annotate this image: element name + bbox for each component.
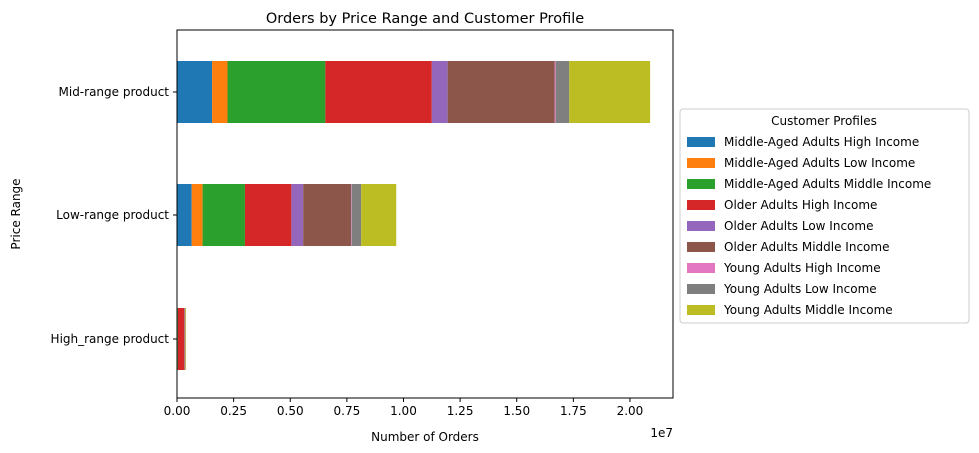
legend-frame [679,108,970,324]
legend-label: Young Adults Middle Income [723,303,893,317]
x-axis: 0.00 0.25 0.50 0.75 1.00 1.25 1.50 1.75 2.00 [164,398,644,418]
legend-swatch [687,179,715,189]
bars-layer [177,61,651,370]
legend-swatch [687,137,715,147]
x-axis-label: Number of Orders [371,430,479,444]
legend-label: Older Adults Low Income [724,219,873,233]
x-tick-label: 1.75 [560,404,587,418]
legend-swatch [687,200,715,210]
bar-segment [177,61,213,123]
legend-swatch [687,305,715,315]
x-tick-label: 1.25 [447,404,474,418]
plot-frame [176,29,674,399]
legend-label: Middle-Aged Adults Low Income [724,156,915,170]
y-tick-label: Mid-range product [59,85,170,99]
legend-title: Customer Profiles [771,114,877,128]
legend-label: Middle-Aged Adults High Income [724,135,919,149]
x-tick-label: 0.00 [164,404,191,418]
bar-segment [569,61,651,123]
bar-segment [303,184,352,246]
bar-segment [212,61,228,123]
bar-segment [361,184,397,246]
x-tick-label: 0.25 [220,404,247,418]
legend-swatch [687,242,715,252]
y-tick-label: Low-range product [56,208,169,222]
bar-segment [244,184,292,246]
bar-segment [351,184,362,246]
legend-label: Older Adults Middle Income [724,240,889,254]
y-axis: Mid-range product Low-range product High_r… [51,85,177,346]
bar-segment [227,61,326,123]
legend-label: Older Adults High Income [724,198,877,212]
y-tick-label: High_range product [51,332,170,346]
legend-items: Middle-Aged Adults High Income Middle-Age… [687,135,931,317]
bar-segment [191,184,203,246]
x-axis-offset-label: 1e7 [650,426,673,440]
bar-segment [325,61,432,123]
bar-segment [185,308,187,370]
chart-title: Orders by Price Range and Customer Profi… [266,11,584,27]
legend-label: Young Adults Low Income [723,282,877,296]
bar-segment [177,308,185,370]
x-tick-label: 0.50 [277,404,304,418]
x-tick-label: 1.50 [503,404,530,418]
bar-segment [177,184,192,246]
legend-label: Middle-Aged Adults Middle Income [724,177,931,191]
bar-segment [291,184,304,246]
bar-segment [202,184,245,246]
legend: Customer Profiles Middle-Aged Adults Hig… [679,108,970,324]
legend-swatch [687,158,715,168]
y-axis-label: Price Range [9,178,23,249]
bar-segment [431,61,448,123]
legend-swatch [687,221,715,231]
legend-swatch [687,284,715,294]
x-tick-label: 2.00 [617,404,644,418]
legend-swatch [687,263,715,273]
x-tick-label: 1.00 [390,404,417,418]
bar-segment [447,61,555,123]
bar-segment [554,61,556,123]
legend-label: Young Adults High Income [723,261,881,275]
bar-segment [555,61,570,123]
x-tick-label: 0.75 [334,404,361,418]
